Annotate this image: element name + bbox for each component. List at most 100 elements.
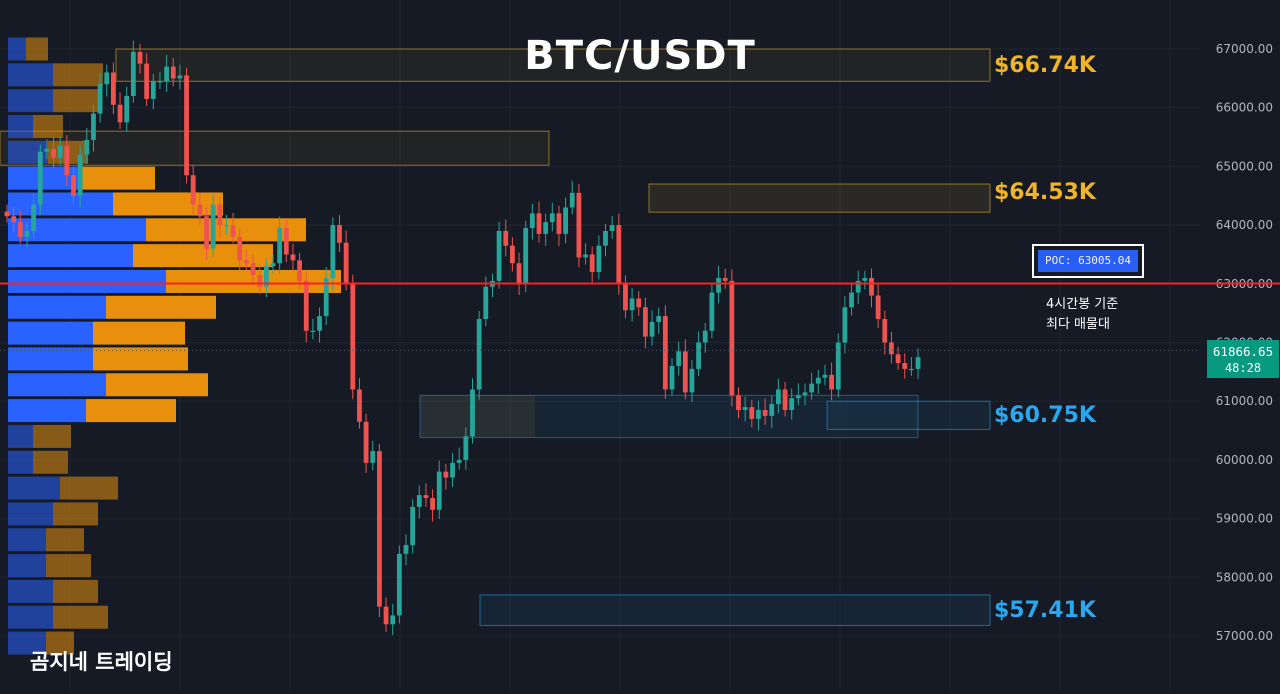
poc-note-line2: 최다 매물대 [1046,317,1110,332]
candle-body [390,615,396,625]
volume-profile-sell [46,528,84,552]
volume-profile-sell [53,502,98,526]
candle-body [596,245,602,273]
candle-body [396,553,402,616]
candle-body [649,321,655,337]
volume-profile-buy [8,166,80,190]
level-label-57-41k: $57.41K [994,598,1096,623]
y-tick-label: 58000.00 [1216,570,1273,584]
candle-body [383,606,389,625]
candle-body [57,145,63,158]
candle-body [875,295,881,320]
candle-body [529,213,535,229]
volume-profile-buy [8,37,26,61]
y-tick-label: 67000.00 [1216,42,1273,56]
volume-profile-buy [8,347,93,371]
candle-body [503,230,509,246]
candle-body [516,263,522,284]
volume-profile-buy [8,218,146,242]
volume-profile-buy [8,321,93,345]
candle-body [297,260,302,281]
y-tick-label: 64000.00 [1216,218,1273,232]
volume-profile-buy [8,424,33,448]
candle-body [17,222,23,237]
candle-body [643,307,648,337]
candle-body [31,204,36,231]
volume-profile-buy [8,605,53,629]
candle-body [616,225,622,284]
candle-body [443,471,449,478]
candle-body [556,213,562,234]
candle-body [789,398,795,411]
candle-body [263,266,269,287]
candle-body [416,495,422,507]
y-tick-label: 60000.00 [1216,453,1273,467]
candle-body [689,368,695,393]
volume-profile-buy [8,192,113,216]
candle-body [795,395,801,399]
candle-body [363,421,369,463]
candle-body [589,254,595,273]
candle-body [410,506,416,546]
candle-body [476,319,482,390]
candle-body [290,254,296,261]
level-label-60-75k: $60.75K [994,403,1096,428]
volume-profile-buy [8,63,53,87]
candle-body [603,230,608,246]
candle-body [889,342,894,355]
poc-label: POC: 63005.04 [1038,250,1138,272]
volume-profile-buy [8,244,133,268]
candle-body [111,72,116,105]
candle-body [303,280,309,331]
candle-body [623,283,628,311]
volume-profile-buy [8,631,46,655]
candle-body [782,389,788,411]
candle-body [403,545,409,554]
candle-body [729,280,735,396]
candle-body [164,66,169,82]
candle-body [543,222,549,234]
value-area-box [419,394,919,439]
candle-body [423,495,429,499]
candle-body [170,66,176,79]
candle-body [283,228,289,255]
candle-body [862,277,868,281]
volume-profile-buy [8,399,86,423]
candle-body [676,351,682,366]
candle-body [104,72,110,85]
volume-profile-buy [8,114,33,138]
value-area-box [826,400,991,430]
candle-body [822,374,828,378]
candle-body [510,245,515,264]
volume-profile-sell [33,114,63,138]
volume-profile-buy [8,579,53,603]
volume-profile-sell [33,450,68,474]
candle-body [217,204,223,226]
volume-profile-sell [106,373,208,397]
volume-profile-buy [8,89,53,113]
candle-body [210,204,216,249]
volume-profile-buy [8,269,166,293]
level-label-66-74k: $66.74K [994,53,1096,78]
candle-body [204,216,209,249]
volume-profile-sell [53,89,98,113]
candle-body [51,148,56,158]
candle-body [902,363,908,369]
candle-body [849,292,854,308]
candle-body [224,225,229,227]
candle-body [669,365,675,390]
candle-body [150,81,156,99]
volume-profile-sell [33,424,71,448]
candle-body [137,51,143,64]
candle-body [270,263,276,267]
candle-body [776,389,781,405]
candle-body [915,357,921,369]
candle-body [177,75,183,79]
current-price: 61866.65 [1212,344,1274,359]
candle-body [91,113,96,140]
candle-body [430,498,435,510]
candle-body [709,292,715,331]
volume-profile-buy [8,528,46,552]
volume-profile-sell [53,579,98,603]
